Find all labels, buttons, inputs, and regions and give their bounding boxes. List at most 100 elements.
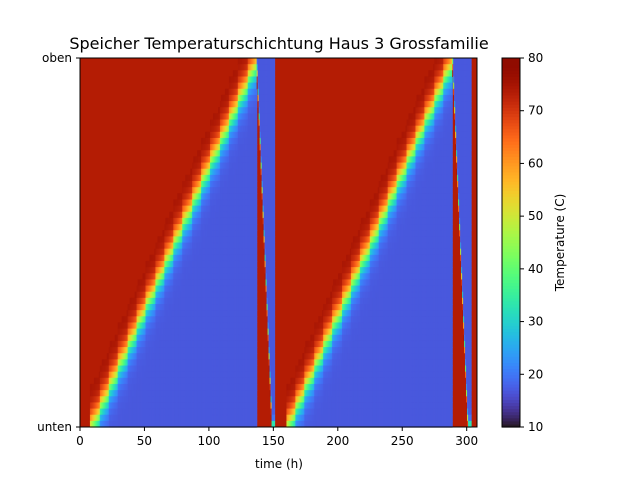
heatmap-cell bbox=[128, 420, 131, 428]
heatmap-cell bbox=[207, 199, 209, 207]
heatmap-cell bbox=[121, 420, 124, 428]
heatmap-cell bbox=[140, 383, 143, 391]
heatmap-cell bbox=[204, 217, 206, 225]
heatmap-cell bbox=[204, 230, 206, 237]
heatmap-cell bbox=[125, 328, 128, 336]
heatmap-cell bbox=[147, 390, 150, 397]
heatmap-cell bbox=[153, 334, 156, 342]
heatmap-cell bbox=[140, 359, 143, 367]
heatmap-cell bbox=[151, 254, 154, 262]
heatmap-cell bbox=[166, 291, 168, 299]
heatmap-cell bbox=[198, 383, 200, 391]
heatmap-cell bbox=[141, 383, 144, 391]
heatmap-cell bbox=[139, 291, 142, 299]
heatmap-cell bbox=[212, 168, 214, 176]
heatmap-cell bbox=[184, 217, 186, 225]
heatmap-cell bbox=[120, 408, 123, 416]
heatmap-cell bbox=[101, 390, 104, 397]
heatmap-cell bbox=[110, 414, 113, 422]
heatmap-cell bbox=[142, 334, 145, 342]
heatmap-cell bbox=[212, 347, 214, 354]
heatmap-cell bbox=[184, 279, 186, 287]
heatmap-cell bbox=[197, 248, 199, 256]
heatmap-cell bbox=[128, 353, 131, 360]
heatmap-cell bbox=[113, 408, 116, 416]
heatmap-cell bbox=[205, 217, 207, 225]
heatmap-cell bbox=[166, 322, 168, 330]
heatmap-cell bbox=[165, 414, 167, 422]
heatmap-cell bbox=[180, 199, 182, 207]
heatmap-cell bbox=[111, 347, 114, 354]
heatmap-cell bbox=[176, 217, 178, 225]
heatmap-cell bbox=[186, 224, 188, 231]
heatmap-cell bbox=[200, 334, 202, 342]
heatmap-cell bbox=[119, 340, 122, 348]
heatmap-cell bbox=[98, 390, 101, 397]
heatmap-cell bbox=[180, 414, 182, 422]
heatmap-cell bbox=[190, 414, 192, 422]
heatmap-cell bbox=[144, 408, 147, 416]
heatmap-cell bbox=[186, 377, 188, 385]
heatmap-cell bbox=[164, 224, 166, 231]
heatmap-cell bbox=[196, 377, 198, 385]
heatmap-cell bbox=[177, 236, 179, 244]
heatmap-cell bbox=[151, 396, 154, 403]
heatmap-cell bbox=[181, 420, 183, 428]
heatmap-cell bbox=[200, 181, 202, 188]
heatmap-cell bbox=[152, 347, 155, 354]
heatmap-cell bbox=[114, 353, 117, 360]
heatmap-cell bbox=[207, 224, 209, 231]
heatmap-cell bbox=[145, 260, 148, 268]
heatmap-cell bbox=[119, 371, 122, 379]
heatmap-cell bbox=[204, 267, 206, 274]
heatmap-cell bbox=[154, 347, 157, 354]
heatmap-cell bbox=[152, 304, 155, 311]
heatmap-cell bbox=[127, 310, 130, 317]
heatmap-cell bbox=[203, 260, 205, 268]
heatmap-cell bbox=[157, 420, 160, 428]
heatmap-cell bbox=[192, 168, 194, 176]
heatmap-cell bbox=[198, 248, 200, 256]
heatmap-cell bbox=[171, 359, 173, 367]
heatmap-cell bbox=[139, 279, 142, 287]
heatmap-cell bbox=[159, 408, 161, 416]
heatmap-cell bbox=[154, 291, 157, 299]
heatmap-cell bbox=[150, 408, 153, 416]
heatmap-cell bbox=[155, 242, 158, 250]
heatmap-cell bbox=[181, 402, 183, 410]
heatmap-cell bbox=[197, 377, 199, 385]
heatmap-cell bbox=[186, 383, 188, 391]
heatmap-cell bbox=[176, 248, 178, 256]
heatmap-cell bbox=[204, 377, 206, 385]
heatmap-cell bbox=[171, 230, 173, 237]
heatmap-cell bbox=[162, 334, 164, 342]
heatmap-cell bbox=[172, 254, 174, 262]
heatmap-cell bbox=[194, 285, 196, 293]
heatmap-cell bbox=[145, 285, 148, 293]
heatmap-cell bbox=[207, 285, 209, 293]
heatmap-cell bbox=[129, 347, 132, 354]
heatmap-cell bbox=[158, 273, 160, 280]
heatmap-cell bbox=[174, 297, 176, 305]
heatmap-cell bbox=[188, 254, 190, 262]
heatmap-cell bbox=[190, 371, 192, 379]
heatmap-cell bbox=[179, 248, 181, 256]
heatmap-cell bbox=[174, 273, 176, 280]
heatmap-cells bbox=[89, 58, 472, 428]
heatmap-cell bbox=[199, 168, 201, 176]
heatmap-cell bbox=[190, 310, 192, 317]
heatmap-cell bbox=[211, 193, 213, 201]
heatmap-cell bbox=[102, 402, 105, 410]
heatmap-cell bbox=[210, 162, 212, 170]
heatmap-cell bbox=[139, 402, 142, 410]
heatmap-cell bbox=[150, 377, 153, 385]
heatmap-cell bbox=[201, 279, 203, 287]
heatmap-cell bbox=[160, 390, 162, 397]
heatmap-cell bbox=[140, 347, 143, 354]
heatmap-cell bbox=[124, 414, 127, 422]
heatmap-cell bbox=[204, 408, 206, 416]
heatmap-cell bbox=[180, 291, 182, 299]
heatmap-cell bbox=[108, 420, 111, 428]
heatmap-cell bbox=[208, 285, 210, 293]
heatmap-cell bbox=[121, 377, 124, 385]
